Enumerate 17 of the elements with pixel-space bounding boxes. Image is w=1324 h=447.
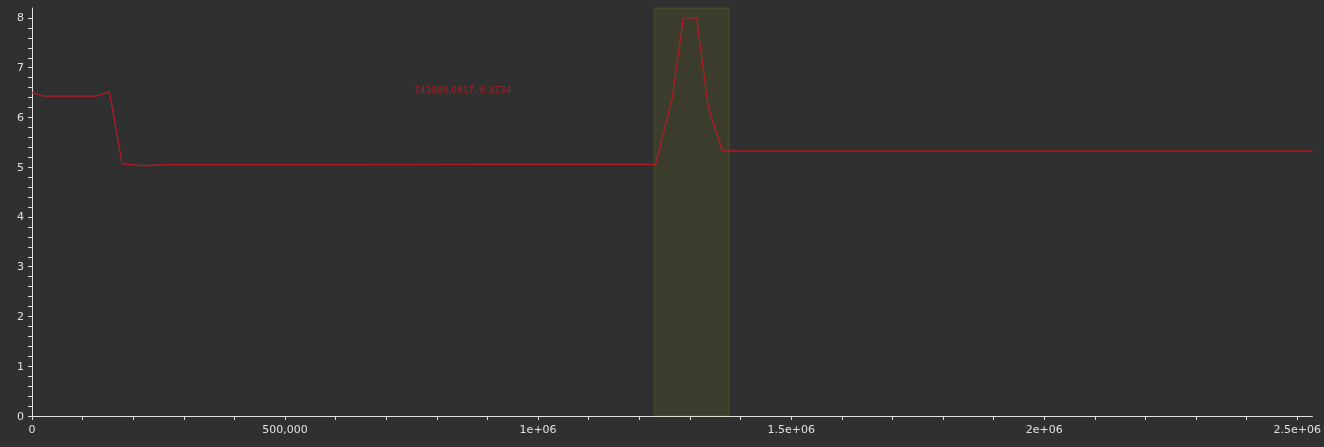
x-tick-label: 500,000 [262,423,308,436]
x-tick-label: 1e+06 [519,423,557,436]
y-tick-label: 7 [17,61,24,75]
y-tick-label: 6 [17,110,24,124]
y-tick-label: 8 [17,11,24,25]
x-tick-label: 2.5e+06 [1273,423,1321,436]
y-tick-label: 4 [17,210,24,224]
x-tick-label: 1.5e+06 [767,423,815,436]
y-tick-label: 0 [17,409,24,423]
y-tick-label: 5 [17,160,24,174]
line-series [31,17,1314,167]
y-tick-label: 1 [17,359,24,373]
x-tick-label: 0 [28,423,36,436]
y-tick-label: 2 [17,309,24,323]
y-tick-label: 3 [17,260,24,274]
annotation: 743909.0417, 6.3734 [414,84,512,95]
x-tick-label: 2e+06 [1025,423,1063,436]
